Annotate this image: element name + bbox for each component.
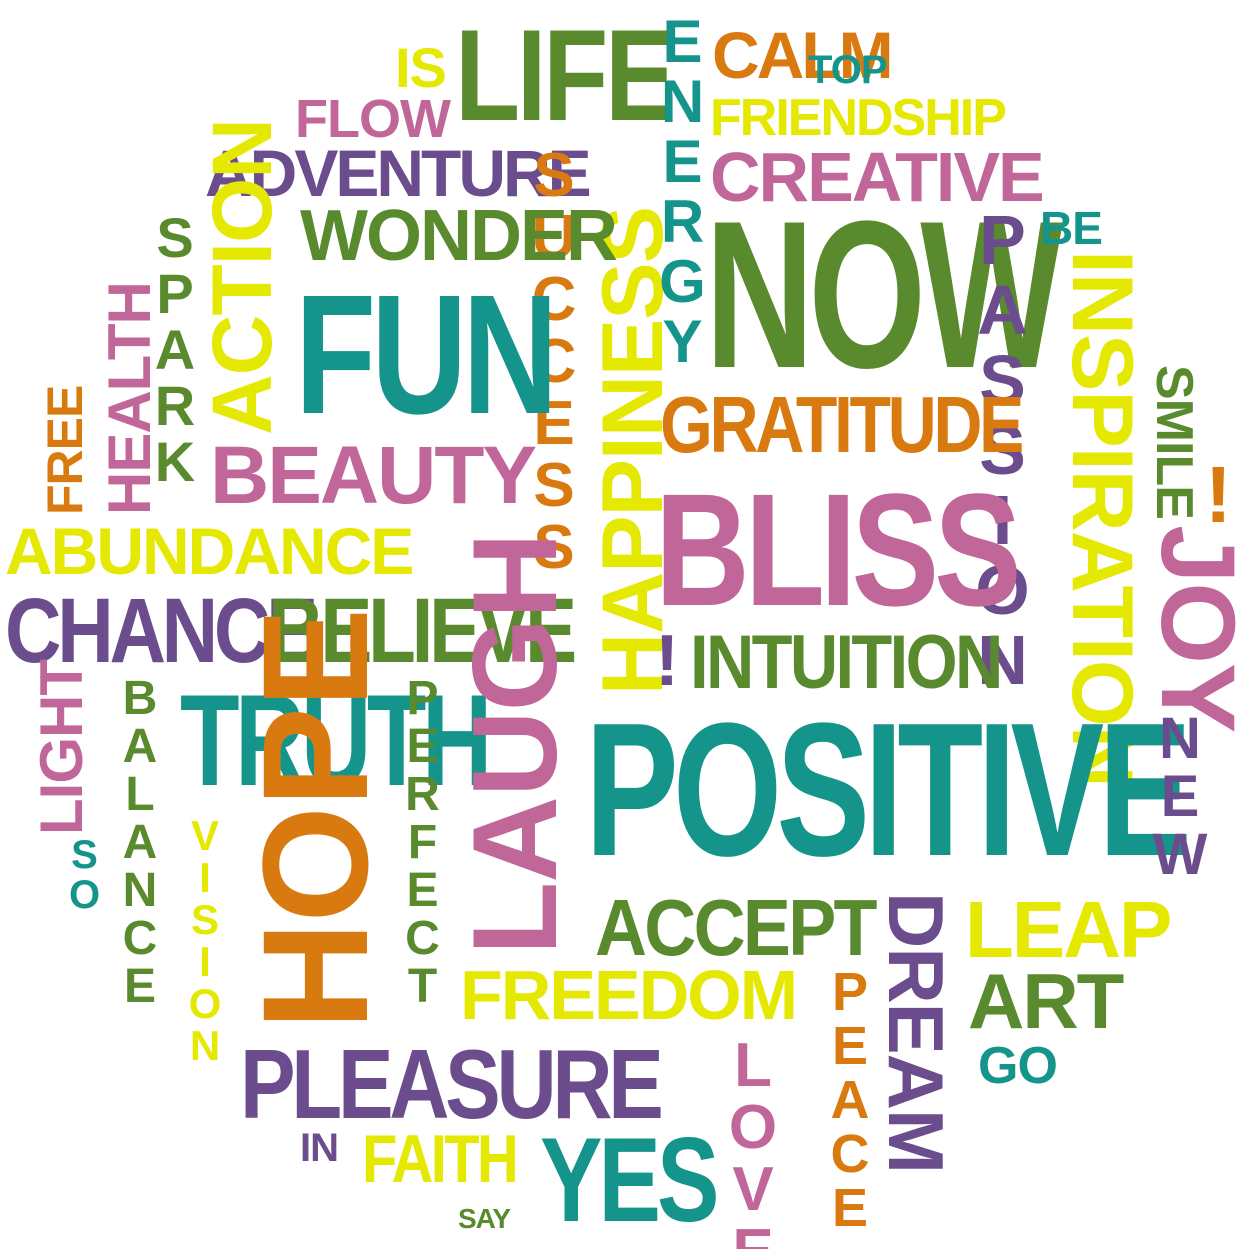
word-wonder: WONDER: [300, 196, 618, 276]
word-yes: YES: [540, 1113, 719, 1247]
word-love: L O V E: [728, 1031, 778, 1249]
word-say: SAY: [458, 1203, 511, 1234]
word-positive: POSITIVE: [585, 684, 1192, 896]
word-so: S O: [68, 833, 101, 917]
word-laugh: LAUGH: [448, 533, 582, 955]
word-accept: ACCEPT: [595, 883, 878, 972]
word-calm: CALM: [712, 18, 894, 92]
word-chance: CHANCE: [5, 580, 318, 682]
word-be: BE: [1040, 202, 1103, 254]
word-hope: HOPE: [231, 608, 399, 1030]
word-beauty: BEAUTY: [210, 430, 537, 521]
word-passion: P A S S I O N: [975, 201, 1030, 699]
word-smile: SMILE: [1145, 365, 1203, 519]
word-intuition: INTUITION: [690, 620, 1003, 705]
word-bliss: BLISS: [655, 460, 1022, 639]
word-perfect: P E R F E C T: [405, 672, 440, 1013]
word-go: GO: [978, 1037, 1058, 1095]
word-creative: CREATIVE: [710, 138, 1045, 216]
word-peace: P E A C E: [830, 962, 870, 1238]
word-action: ACTION: [195, 119, 289, 435]
word-light: LIGHT: [28, 660, 95, 835]
word-friendship: FRIENDSHIP: [710, 89, 1007, 147]
word-abundance: ABUNDANCE: [5, 514, 414, 588]
word-energy: E N E R G Y: [659, 8, 706, 375]
word-exclaim-right: !: [1205, 450, 1232, 539]
word-spark: S P A R K: [154, 206, 196, 493]
word-art: ART: [968, 957, 1124, 1045]
word-in: IN: [300, 1126, 339, 1170]
word-freedom: FREEDOM: [460, 956, 798, 1034]
word-free: FREE: [37, 385, 93, 515]
word-adventure: ADVENTURE: [205, 136, 592, 210]
word-balance: B A L A N C E: [122, 672, 158, 1013]
word-now: NOW: [705, 177, 1063, 412]
word-exclaim-mid: !: [655, 621, 679, 701]
word-flow: FLOW: [295, 89, 451, 149]
word-gratitude: GRATITUDE: [660, 380, 1024, 469]
word-success: S U C C E S S: [531, 141, 577, 582]
word-fun: FUN: [295, 260, 558, 450]
word-truth: TRUTH: [180, 667, 492, 813]
word-dream: DREAM: [872, 892, 960, 1173]
word-pleasure: PLEASURE: [240, 1029, 664, 1139]
word-life: LIFE: [455, 2, 676, 148]
word-vision: V I S I O N: [188, 812, 222, 1069]
word-new: N E W: [1152, 706, 1208, 887]
word-faith: FAITH: [362, 1121, 519, 1197]
word-leap: LEAP: [965, 885, 1172, 974]
word-top: TOP: [808, 48, 888, 92]
word-health: HEALTH: [96, 282, 163, 515]
word-is: IS: [395, 36, 447, 99]
word-believe: BELIEVE: [268, 580, 577, 682]
